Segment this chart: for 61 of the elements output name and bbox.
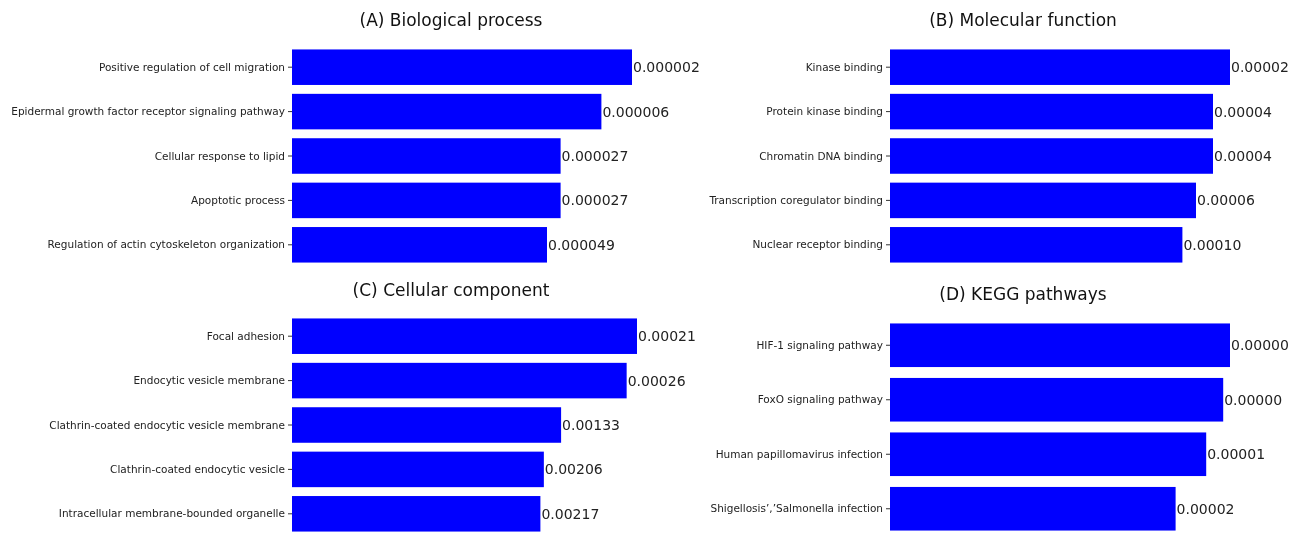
chart-title: (B) Molecular function (929, 10, 1117, 30)
annotation: 0.00002 (1176, 500, 1235, 517)
annotation: 0.000006 (602, 103, 670, 120)
y-tick-label: Clathrin-coated endocytic vesicle (110, 463, 285, 476)
y-tick-label: Positive regulation of cell migration (98, 60, 285, 73)
bar (890, 323, 1230, 368)
annotation: 0.00217 (541, 505, 600, 522)
bar (292, 407, 562, 443)
y-tick-label: Endocytic vesicle membrane (133, 374, 285, 387)
annotation: 0.000049 (548, 236, 615, 253)
bar (890, 49, 1230, 85)
annotation: 0.00001 (1207, 446, 1266, 463)
annotation: 0.000027 (561, 192, 629, 209)
chart-title: (A) Biological process (359, 10, 543, 30)
chart-title: (D) KEGG pathways (939, 284, 1107, 304)
annotation: 0.00133 (562, 416, 621, 433)
annotation: 0.00000 (1231, 337, 1289, 354)
annotation: 0.00004 (1214, 103, 1272, 120)
y-tick-label: Shigellosis’,’Salmonella infection (710, 502, 883, 515)
bar (292, 496, 541, 532)
bar (292, 138, 561, 174)
annotation: 0.00000 (1224, 391, 1283, 408)
y-tick-label: FoxO signaling pathway (757, 393, 883, 406)
annotation: 0.00002 (1231, 59, 1289, 76)
chart-title: (C) Cellular component (352, 280, 550, 300)
y-tick-label: Intracellular membrane-bounded organelle (58, 507, 285, 520)
annotation: 0.00006 (1197, 192, 1255, 209)
bar (292, 49, 632, 85)
bar (890, 138, 1213, 174)
bar (292, 182, 561, 219)
bar (292, 451, 544, 488)
y-tick-label: Kinase binding (805, 60, 883, 73)
bar (890, 486, 1176, 531)
annotation: 0.00206 (544, 461, 603, 478)
y-tick-label: Focal adhesion (206, 329, 285, 342)
bar (890, 93, 1213, 130)
bar (292, 227, 547, 263)
bar (292, 362, 627, 399)
bar (890, 182, 1196, 219)
y-tick-label: Human papillomavirus infection (715, 447, 883, 460)
y-tick-label: Apoptotic process (191, 194, 285, 207)
y-tick-label: Cellular response to lipid (154, 149, 285, 162)
y-tick-label: Nuclear receptor binding (752, 238, 883, 251)
bar (292, 318, 637, 354)
bar (890, 377, 1224, 422)
bar (890, 432, 1207, 477)
annotation: 0.000027 (561, 147, 629, 164)
annotation: 0.00021 (638, 328, 696, 345)
y-tick-label: Regulation of actin cytoskeleton organization (47, 238, 285, 251)
y-tick-label: Epidermal growth factor receptor signaling pathway (11, 105, 285, 118)
annotation: 0.00010 (1183, 236, 1242, 253)
annotation: 0.000002 (633, 59, 700, 76)
y-tick-label: Transcription coregulator binding (708, 194, 883, 207)
annotation: 0.00004 (1214, 147, 1272, 164)
y-tick-label: Clathrin-coated endocytic vesicle membrane (49, 418, 285, 431)
bar (890, 227, 1183, 263)
bar (292, 93, 602, 130)
y-tick-label: Protein kinase binding (766, 105, 883, 118)
y-tick-label: Chromatin DNA binding (759, 149, 883, 162)
y-tick-label: HIF-1 signaling pathway (756, 338, 883, 351)
annotation: 0.00026 (627, 372, 686, 389)
